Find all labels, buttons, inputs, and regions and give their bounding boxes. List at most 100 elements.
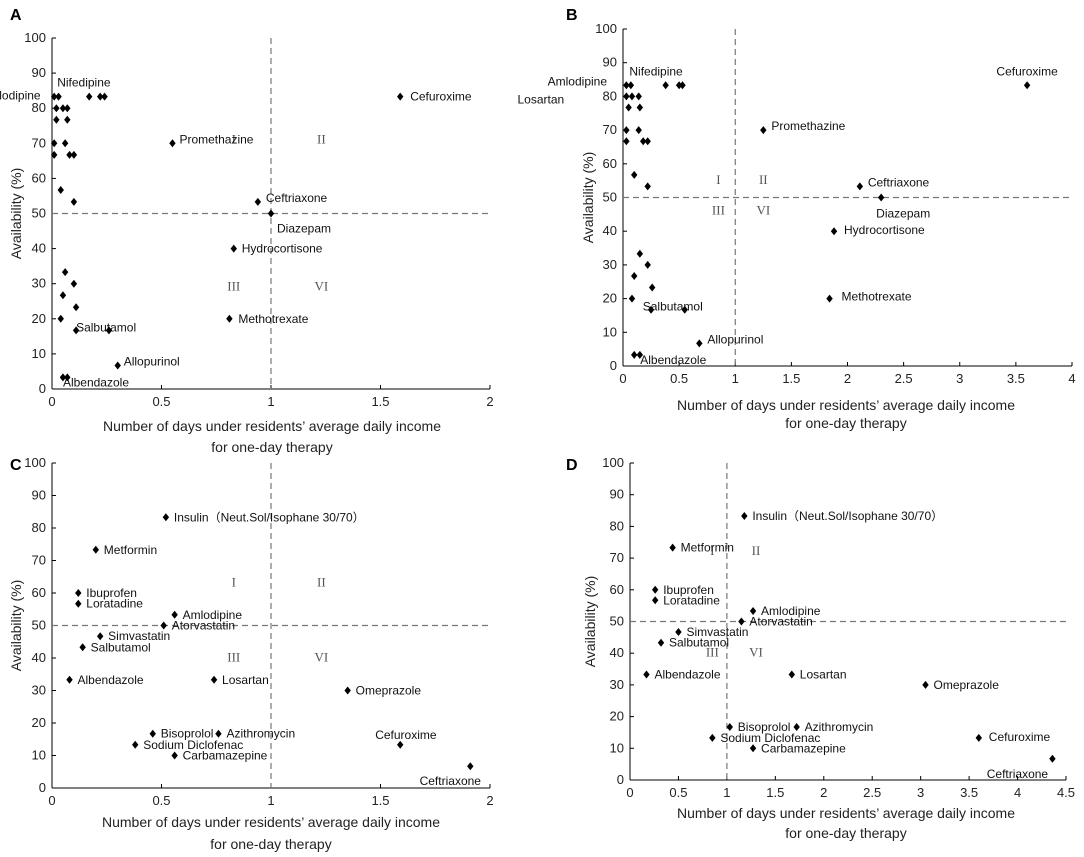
y-tick-label: 20 (610, 709, 624, 724)
panel-label: A (10, 7, 22, 24)
x-tick-label: 1 (267, 394, 274, 409)
y-tick-label: 10 (32, 346, 46, 361)
y-tick-label: 50 (610, 614, 624, 629)
data-label: Sodium Diclofenac (720, 731, 820, 745)
quadrant-label: VI (315, 279, 329, 294)
data-point (61, 268, 69, 277)
panel-label: C (10, 457, 22, 474)
y-tick-label: 50 (32, 206, 46, 221)
data-point (230, 244, 237, 253)
data-label: Allopurinol (124, 354, 180, 368)
y-tick-label: 100 (602, 455, 624, 470)
data-label: Bisoprolol (738, 720, 791, 734)
data-point (675, 627, 682, 636)
y-tick-label: 80 (603, 88, 617, 103)
data-point (628, 294, 636, 303)
quadrant-label: II (752, 543, 761, 558)
data-point (623, 137, 630, 146)
quadrant-label: I (232, 131, 236, 146)
data-label: Amlodipine (0, 89, 41, 103)
y-axis-label: Availability (%) (580, 152, 596, 244)
data-label: Albendazole (63, 375, 129, 389)
y-tick-label: 30 (32, 276, 46, 291)
data-label: Ibuprofen (86, 586, 137, 600)
x-tick-label: 4.5 (1057, 785, 1075, 800)
y-tick-label: 40 (610, 645, 624, 660)
data-point (70, 279, 78, 288)
data-point (149, 729, 156, 738)
data-label: Promethazine (179, 132, 253, 146)
y-tick-label: 0 (617, 772, 624, 787)
data-label: Diazepam (277, 222, 331, 236)
y-tick-label: 100 (24, 455, 46, 470)
data-label: Promethazine (771, 119, 845, 133)
data-label: Methotrexate (238, 312, 308, 326)
y-tick-label: 30 (610, 677, 624, 692)
data-point (636, 103, 644, 112)
data-point (696, 339, 703, 348)
data-point (635, 126, 642, 135)
data-label: Sodium Diclofenac (143, 738, 243, 752)
data-point (648, 283, 656, 292)
data-label: Insulin（Neut.Sol/Isophane 30/70） (174, 510, 365, 524)
data-point (75, 589, 82, 597)
x-axis-label-line2: for one-day therapy (210, 836, 331, 852)
data-point (631, 170, 638, 179)
x-tick-label: 0.5 (669, 785, 687, 800)
data-point (267, 209, 275, 218)
y-tick-label: 80 (32, 100, 46, 115)
panel-label: B (566, 7, 578, 24)
data-point (793, 723, 800, 732)
data-point (55, 92, 62, 101)
x-tick-label: 2 (486, 793, 493, 808)
data-label: Azithromycin (805, 720, 874, 734)
quadrant-label: II (759, 172, 768, 187)
data-point (64, 104, 71, 113)
data-point (344, 686, 351, 695)
y-tick-label: 10 (610, 740, 624, 755)
data-point (623, 126, 630, 135)
y-tick-label: 20 (32, 311, 46, 326)
data-label: Losartan (222, 673, 269, 687)
data-point (856, 182, 864, 191)
data-point (57, 185, 64, 194)
data-point (749, 744, 757, 753)
x-tick-label: 0.5 (670, 371, 688, 386)
data-point (681, 305, 688, 314)
data-point (644, 137, 651, 146)
data-point (50, 139, 58, 148)
x-axis-label-line1: Number of days under residents’ average … (677, 397, 1015, 413)
data-point (625, 103, 632, 112)
data-label: Hydrocortisone (844, 223, 925, 237)
data-point (627, 81, 635, 90)
x-tick-label: 0 (626, 785, 633, 800)
data-point (96, 92, 104, 101)
data-point (975, 733, 982, 742)
x-tick-label: 0 (48, 394, 55, 409)
data-point (830, 227, 838, 236)
data-point (651, 596, 659, 605)
y-tick-label: 40 (32, 241, 46, 256)
y-tick-label: 60 (603, 156, 617, 171)
quadrant-label: I (716, 172, 720, 187)
data-label: Albendazole (640, 353, 706, 367)
data-point (644, 182, 651, 191)
data-point (749, 607, 757, 616)
data-point (162, 513, 170, 522)
data-point (169, 139, 176, 148)
data-point (826, 294, 833, 303)
quadrant-label: VI (315, 649, 329, 664)
y-tick-label: 70 (603, 122, 617, 137)
data-label: Ceftriaxone (420, 774, 482, 788)
x-tick-label: 1.5 (782, 371, 800, 386)
y-tick-label: 0 (39, 381, 46, 396)
x-tick-label: 3.5 (1007, 371, 1025, 386)
y-tick-label: 90 (603, 55, 617, 70)
y-tick-label: 20 (603, 291, 617, 306)
data-point (738, 617, 745, 626)
quadrant-label: VI (756, 202, 770, 217)
data-point (675, 81, 683, 90)
data-point (86, 92, 93, 101)
y-tick-label: 10 (603, 324, 617, 339)
data-point (50, 92, 58, 101)
